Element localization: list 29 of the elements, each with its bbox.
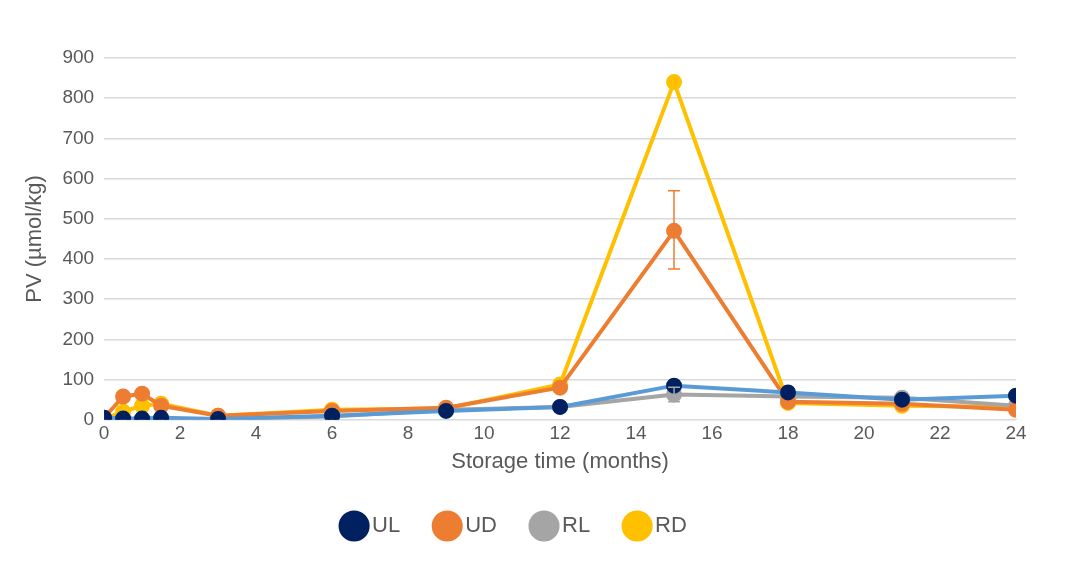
legend-label: UD (465, 512, 498, 538)
x-tick-label: 6 (326, 422, 338, 444)
x-axis-title: Storage time (months) (451, 447, 669, 473)
y-tick-label: 600 (62, 166, 95, 188)
x-tick-label: 0 (98, 422, 110, 444)
legend-label: RD (655, 512, 687, 538)
y-tick-label: 800 (62, 86, 95, 108)
x-tick-label: 18 (777, 422, 799, 444)
legend-label: RL (562, 512, 591, 538)
y-tick-label: 400 (62, 247, 95, 269)
y-axis-title: PV (µmol/kg) (21, 175, 47, 303)
legend-label: UL (372, 512, 401, 538)
x-tick-label: 8 (402, 422, 414, 444)
x-tick-label: 20 (853, 422, 875, 444)
y-tick-label: 300 (62, 287, 95, 309)
y-tick-label: 900 (62, 46, 95, 68)
y-tick-label: 500 (62, 207, 95, 229)
x-tick-label: 4 (250, 422, 262, 444)
x-tick-label: 2 (174, 422, 186, 444)
x-tick-label: 22 (929, 422, 951, 444)
y-tick-label: 100 (62, 367, 95, 389)
x-tick-label: 16 (701, 422, 723, 444)
y-tick-label: 200 (62, 327, 95, 349)
x-tick-label: 14 (625, 422, 648, 444)
y-tick-label: 700 (62, 126, 95, 148)
x-tick-label: 12 (549, 422, 571, 444)
x-tick-label: 10 (473, 422, 495, 444)
y-tick-label: 0 (83, 408, 95, 430)
x-tick-label: 24 (1005, 422, 1027, 444)
